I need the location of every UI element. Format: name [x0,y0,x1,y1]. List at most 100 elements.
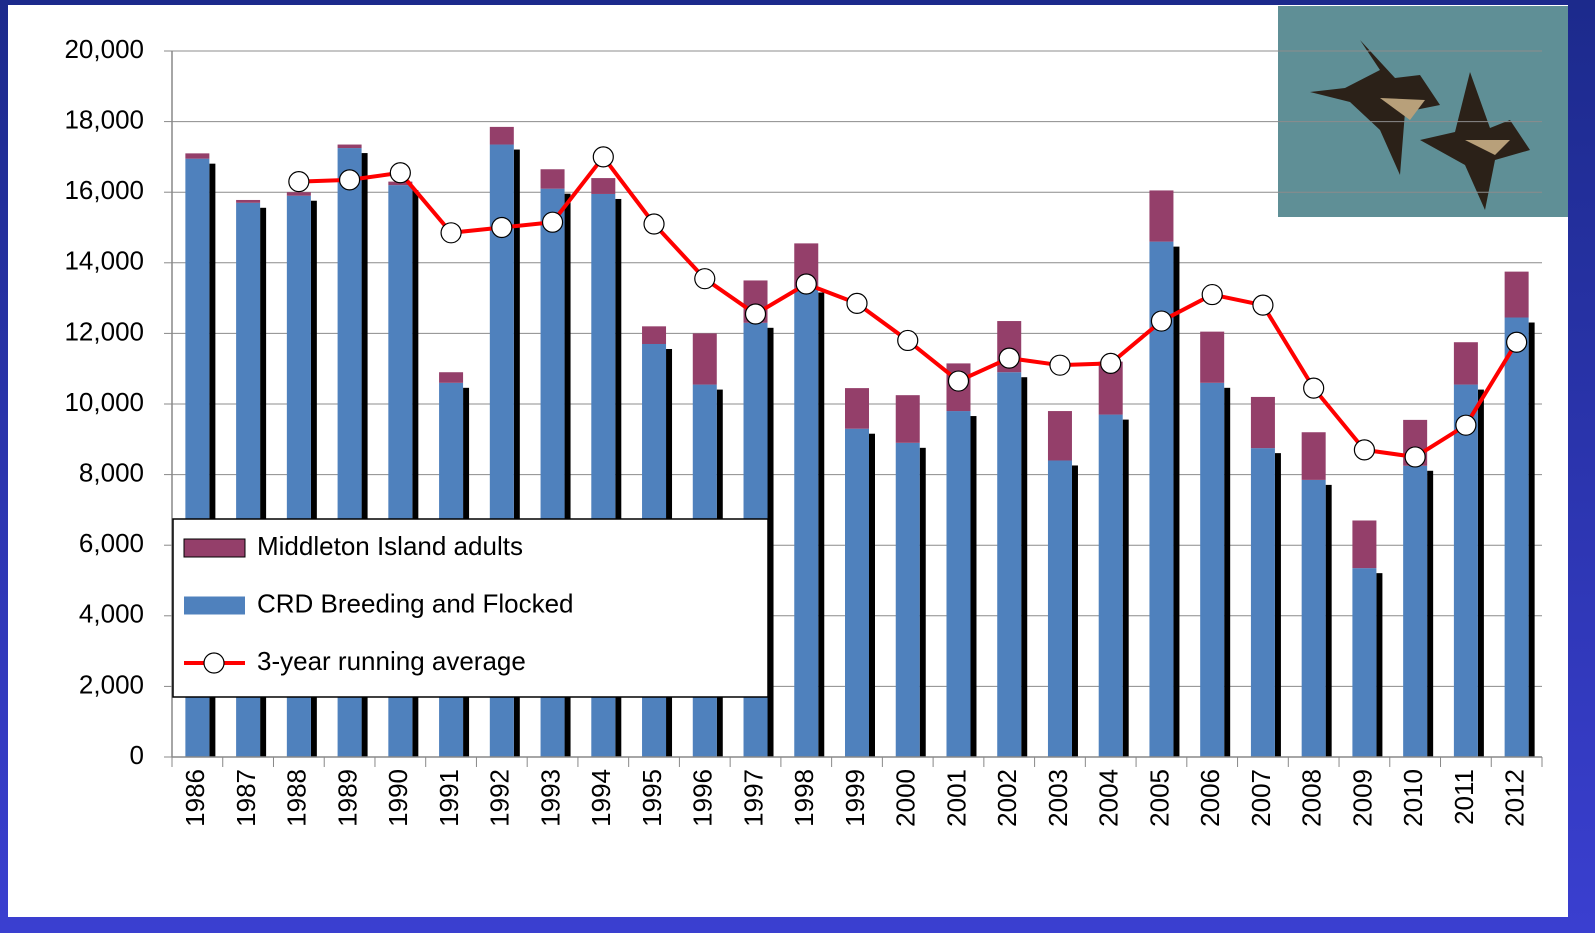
x-tick-label: 1989 [332,769,362,827]
x-tick-label: 2005 [1144,769,1174,827]
x-tick-label: 2006 [1195,769,1225,827]
x-tick-label: 1991 [434,769,464,827]
bar [1302,480,1326,757]
x-tick-label: 2002 [992,769,1022,827]
x-tick-label: 1994 [586,769,616,827]
bar [287,192,311,196]
bar [642,326,666,344]
line-marker [289,172,309,192]
y-tick-label: 20,000 [64,34,144,64]
line-marker [1253,295,1273,315]
bar-shadow [920,448,926,757]
bar-shadow [1275,453,1281,757]
line-marker [1151,311,1171,331]
bar [541,169,565,188]
bar [1149,190,1173,241]
x-tick-label: 1996 [688,769,718,827]
x-tick-label: 2009 [1347,769,1377,827]
bar [1454,342,1478,384]
x-tick-label: 1988 [282,769,312,827]
bar-shadow [1529,323,1535,757]
line-marker [1507,332,1527,352]
legend-label: CRD Breeding and Flocked [257,588,574,618]
page: 02,0004,0006,0008,00010,00012,00014,0001… [0,0,1595,933]
line-marker [1050,355,1070,375]
bar-shadow [970,416,976,757]
bar [1352,520,1376,568]
legend-label: 3-year running average [257,646,526,676]
bar [1251,448,1275,757]
y-tick-label: 10,000 [64,387,144,417]
bar [794,288,818,757]
line-marker [898,330,918,350]
x-tick-label: 1999 [840,769,870,827]
bar-shadow [818,293,824,757]
bar [1200,332,1224,383]
legend-swatch [184,539,245,557]
bar [693,333,717,384]
line-marker [847,293,867,313]
bar [1251,397,1275,448]
x-tick-label: 2008 [1297,769,1327,827]
x-tick-label: 2011 [1449,769,1479,825]
line-marker [644,214,664,234]
bar [1505,272,1529,318]
line-marker [1304,378,1324,398]
bar-shadow [1376,573,1382,757]
x-tick-label: 1990 [383,769,413,827]
x-tick-label: 1986 [180,769,210,827]
legend-marker [204,653,224,673]
x-tick-label: 1998 [789,769,819,827]
y-tick-label: 12,000 [64,316,144,346]
bar [591,178,615,194]
line-marker [1101,353,1121,373]
y-tick-label: 18,000 [64,104,144,134]
bar-shadow [869,434,875,757]
line-marker [390,163,410,183]
bar-shadow [1072,465,1078,757]
bar [1352,568,1376,757]
x-tick-label: 2007 [1246,769,1276,827]
line-marker [695,269,715,289]
bar [946,411,970,757]
y-tick-label: 4,000 [79,599,144,629]
y-tick-label: 6,000 [79,528,144,558]
line-marker [340,170,360,190]
bar-shadow [1326,485,1332,757]
y-tick-label: 14,000 [64,246,144,276]
bar-shadow [1427,471,1433,757]
line-marker [441,223,461,243]
y-tick-label: 2,000 [79,669,144,699]
line-marker [796,274,816,294]
bar [185,153,209,158]
line-marker [1456,415,1476,435]
x-tick-label: 2001 [941,769,971,827]
y-tick-label: 16,000 [64,175,144,205]
x-tick-label: 1992 [485,769,515,827]
bar [1505,318,1529,757]
legend-label: Middleton Island adults [257,531,523,561]
bar-shadow [1123,420,1129,757]
bar [1454,385,1478,757]
line-marker [948,371,968,391]
x-tick-label: 1987 [231,769,261,827]
y-tick-label: 8,000 [79,457,144,487]
chart: 02,0004,0006,0008,00010,00012,00014,0001… [0,0,1595,933]
x-tick-label: 2012 [1500,769,1530,827]
bar [997,372,1021,757]
x-tick-label: 1995 [637,769,667,827]
bar [1048,460,1072,757]
line-marker [1202,285,1222,305]
line-marker [999,348,1019,368]
bar [845,388,869,429]
legend-swatch [184,597,245,615]
bar [1403,466,1427,757]
bar [1200,383,1224,757]
bar-shadow [1021,377,1027,757]
line-marker [1354,440,1374,460]
bar [896,395,920,443]
bar [1099,415,1123,757]
bar-shadow [1478,390,1484,757]
geese-photo [1278,6,1568,217]
bar [338,145,362,149]
